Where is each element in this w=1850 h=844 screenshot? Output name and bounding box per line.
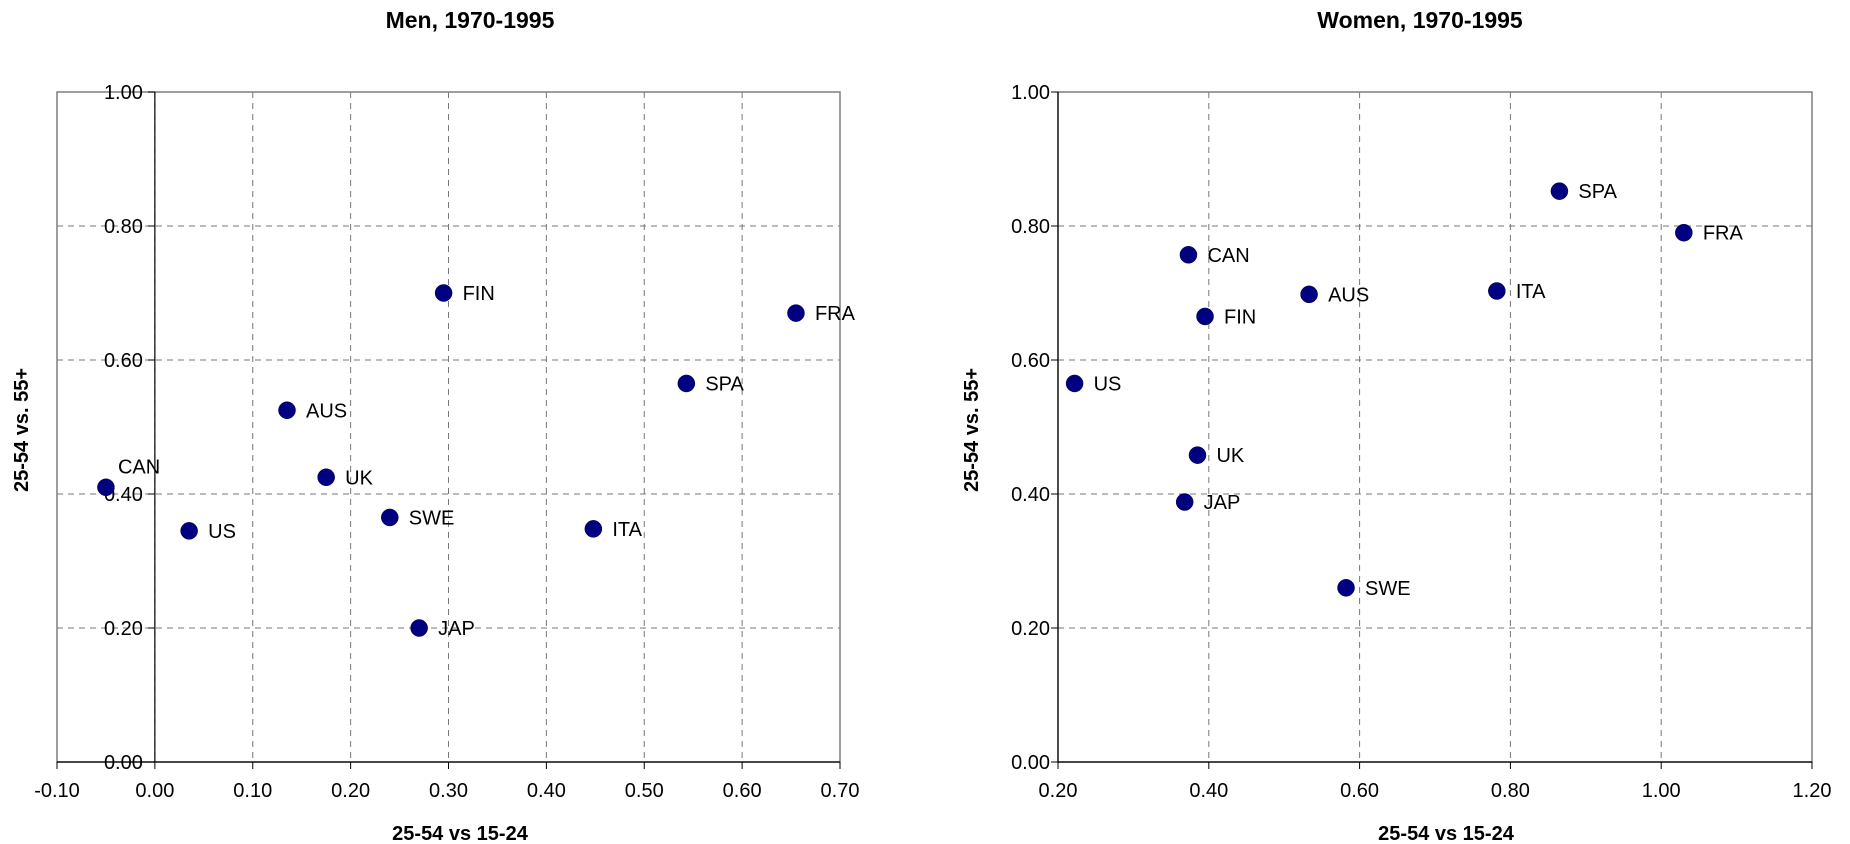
chart-men: Men, 1970-1995 25-54 vs 15-24 25-54 vs. …: [11, 7, 859, 844]
x-tick-label: 0.70: [821, 780, 860, 802]
x-tick-label: 0.20: [331, 780, 370, 802]
point-label-spa: SPA: [1578, 181, 1617, 203]
x-tick-label: 0.60: [723, 780, 762, 802]
data-point-swe: [381, 508, 399, 527]
data-points: CAN US AUS UK SWE JAP FIN ITA SPA FRA: [97, 283, 856, 640]
chart-title: Women, 1970-1995: [1317, 7, 1523, 33]
data-point-can: [97, 478, 115, 497]
y-tick-label: 1.00: [1011, 82, 1050, 104]
point-label-fin: FIN: [463, 283, 495, 305]
axes: [56, 91, 841, 769]
x-axis-label: 25-54 vs 15-24: [392, 823, 529, 844]
y-tick-label: 0.20: [104, 618, 143, 640]
point-label-us: US: [208, 521, 236, 543]
x-tick-label: 0.20: [1039, 780, 1078, 802]
point-label-fra: FRA: [815, 303, 856, 325]
x-axis-label: 25-54 vs 15-24: [1378, 823, 1515, 844]
data-point-fin: [434, 284, 453, 302]
axes: [1051, 91, 1813, 769]
x-tick-label: 0.00: [135, 780, 174, 802]
tick-labels: 0.20 0.40 0.60 0.80 1.00 1.20 0.00 0.20 0.40 0.60…: [1011, 82, 1831, 802]
x-tick-label: 0.50: [625, 780, 664, 802]
x-tick-label: 0.10: [233, 780, 272, 802]
y-tick-label: 0.60: [1011, 350, 1050, 372]
data-point-ita: [1488, 282, 1506, 300]
point-label-fin: FIN: [1224, 306, 1256, 328]
grid: [57, 92, 840, 762]
data-point-fra: [1675, 223, 1693, 242]
grid: [1058, 92, 1812, 762]
y-axis-label: 25-54 vs. 55+: [11, 368, 33, 492]
data-point-fin: [1196, 307, 1214, 326]
point-label-spa: SPA: [705, 373, 744, 395]
x-tick-label: 0.80: [1491, 780, 1530, 802]
tick-labels: -0.10 0.00 0.10 0.20 0.30 0.40 0.50 0.60 0.70 0.0…: [34, 82, 859, 802]
point-label-jap: JAP: [1204, 492, 1241, 514]
point-label-swe: SWE: [1365, 578, 1411, 600]
data-point-can: [1179, 246, 1198, 264]
point-label-aus: AUS: [306, 400, 347, 422]
y-tick-label: 0.00: [1011, 752, 1050, 774]
data-point-jap: [1175, 493, 1194, 511]
point-label-jap: JAP: [438, 618, 475, 640]
point-label-us: US: [1094, 373, 1122, 395]
x-tick-label: -0.10: [34, 780, 80, 802]
data-point-uk: [1188, 446, 1207, 464]
data-point-swe: [1337, 579, 1355, 597]
point-label-ita: ITA: [1516, 281, 1546, 303]
data-point-spa: [1550, 182, 1569, 200]
data-point-aus: [278, 401, 296, 419]
y-tick-label: 0.20: [1011, 618, 1050, 640]
y-tick-label: 0.60: [104, 350, 143, 372]
point-label-swe: SWE: [409, 507, 455, 529]
y-tick-label: 0.40: [1011, 484, 1050, 506]
point-label-fra: FRA: [1703, 223, 1744, 245]
y-tick-label: 0.80: [1011, 216, 1050, 238]
y-tick-label: 0.80: [104, 216, 143, 238]
data-point-aus: [1300, 285, 1318, 304]
data-point-ita: [584, 520, 603, 538]
point-label-can: CAN: [1207, 245, 1249, 267]
chart-title: Men, 1970-1995: [386, 7, 555, 33]
x-tick-label: 0.60: [1340, 780, 1379, 802]
data-point-spa: [677, 374, 696, 393]
x-tick-label: 0.40: [527, 780, 566, 802]
point-label-ita: ITA: [612, 519, 642, 541]
y-tick-label: 1.00: [104, 82, 143, 104]
y-tick-label: 0.00: [104, 752, 143, 774]
x-tick-label: 1.00: [1642, 780, 1681, 802]
point-label-can: CAN: [118, 456, 160, 478]
data-point-us: [1065, 374, 1084, 393]
y-axis-label: 25-54 vs. 55+: [961, 368, 983, 492]
point-label-uk: UK: [1216, 445, 1244, 467]
x-tick-label: 0.30: [429, 780, 468, 802]
data-points: US CAN FIN UK JAP AUS SWE ITA SPA FRA: [1065, 181, 1744, 600]
x-tick-label: 1.20: [1793, 780, 1832, 802]
data-point-fra: [787, 304, 805, 322]
data-point-jap: [410, 619, 428, 637]
plot-area-frame: [1057, 91, 1813, 763]
data-point-us: [180, 522, 198, 540]
point-label-aus: AUS: [1328, 284, 1369, 306]
point-label-uk: UK: [345, 467, 373, 489]
chart-women: Women, 1970-1995 25-54 vs 15-24 25-54 vs…: [961, 7, 1831, 844]
data-point-uk: [317, 468, 335, 486]
x-tick-label: 0.40: [1189, 780, 1228, 802]
